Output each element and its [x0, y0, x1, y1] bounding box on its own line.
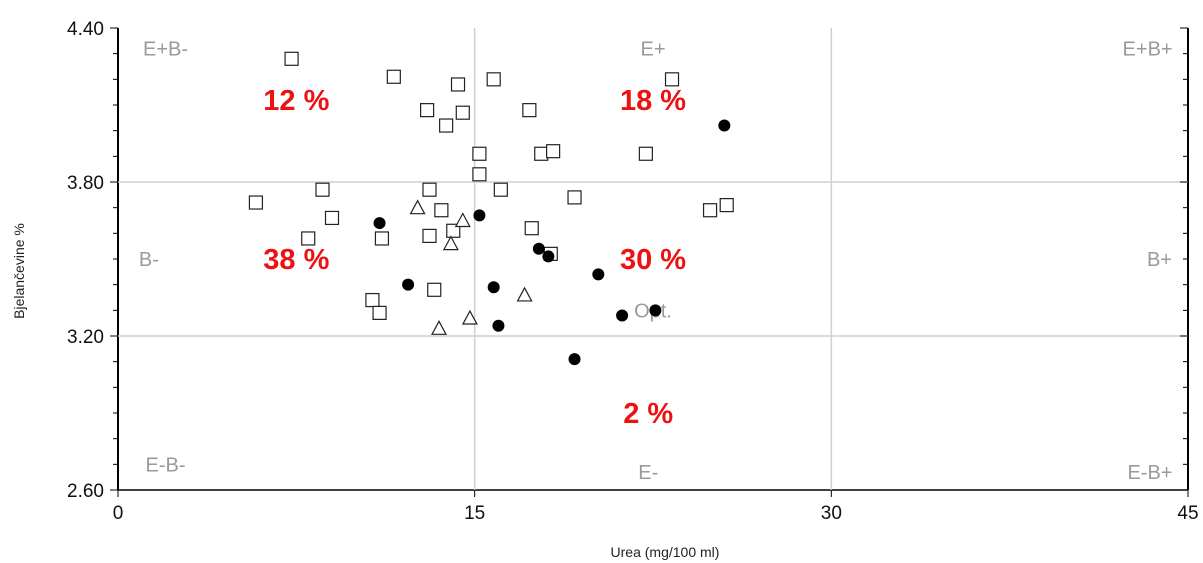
- x-tick-label: 0: [113, 503, 124, 524]
- square-point: [493, 182, 508, 197]
- filled-circle-point: [616, 309, 629, 322]
- square-point: [638, 146, 653, 161]
- square-point: [372, 305, 387, 320]
- square-point: [546, 144, 561, 159]
- filled-circle-point: [649, 304, 662, 317]
- filled-circle-point: [568, 353, 581, 366]
- x-tick-label: 45: [1177, 503, 1198, 524]
- y-tick-label: 2.60: [67, 481, 104, 502]
- square-point: [450, 77, 466, 92]
- y-axis-label: Bjelančevine %: [11, 223, 27, 319]
- filled-circle-point: [402, 278, 415, 291]
- region-label: B+: [1147, 249, 1172, 271]
- x-tick-label: 15: [464, 503, 485, 524]
- square-point: [422, 228, 437, 243]
- filled-circle-point: [532, 242, 545, 255]
- square-point: [472, 167, 487, 182]
- triangle-point: [442, 235, 459, 251]
- square-point: [301, 231, 316, 246]
- filled-circle-point: [473, 209, 486, 222]
- square-point: [446, 223, 461, 238]
- square-point: [702, 203, 718, 218]
- square-point: [522, 103, 537, 118]
- square-point: [664, 72, 680, 87]
- tick-labels: 2.60 3.20 3.80 4.40 0 15 30 45: [67, 19, 1199, 524]
- square-point: [422, 182, 437, 197]
- tick-marks: [110, 27, 1189, 497]
- region-label: E-B+: [1127, 462, 1172, 484]
- percent-label: 18 %: [620, 85, 686, 117]
- square-point: [455, 105, 470, 120]
- filled-circle-point: [492, 319, 505, 332]
- square-point: [524, 221, 539, 236]
- filled-circle-point: [718, 119, 731, 132]
- filled-circle-point: [487, 281, 500, 294]
- triangle-point: [430, 320, 448, 335]
- triangle-point: [409, 199, 426, 215]
- x-tick-label: 30: [821, 503, 842, 524]
- square-point: [386, 69, 401, 84]
- square-point: [472, 146, 487, 161]
- region-label: B-: [139, 249, 159, 271]
- square-point: [420, 103, 435, 118]
- square-point: [284, 51, 299, 66]
- square-point: [439, 118, 454, 133]
- square-point: [365, 292, 380, 308]
- square-point: [719, 198, 734, 213]
- square-point: [486, 72, 501, 87]
- data-points: [248, 51, 734, 366]
- x-axis-label: Urea (mg/100 ml): [611, 544, 720, 560]
- square-point: [427, 282, 442, 297]
- region-label: E+: [640, 39, 665, 61]
- filled-circle-point: [592, 268, 605, 281]
- square-point: [567, 190, 582, 205]
- region-label: E-B-: [146, 454, 186, 476]
- y-tick-label: 3.20: [67, 327, 104, 348]
- percent-label: 2 %: [623, 398, 673, 430]
- triangle-point: [454, 212, 471, 228]
- triangle-point: [516, 286, 533, 302]
- reference-lines: [118, 28, 1188, 490]
- region-label: E-: [638, 462, 658, 484]
- y-tick-label: 3.80: [67, 173, 104, 194]
- triangle-point: [461, 309, 478, 325]
- filled-circle-point: [373, 217, 386, 230]
- square-point: [324, 210, 340, 226]
- region-labels: E+B-E+E+B+B-B+Opt.E-B-E-E-B+: [139, 39, 1173, 484]
- percent-label: 38 %: [263, 244, 329, 276]
- percent-label: 12 %: [263, 85, 329, 117]
- square-point: [434, 203, 449, 218]
- percent-labels: 12 % 18 % 38 % 30 % 2 %: [263, 85, 686, 430]
- square-point: [315, 182, 330, 197]
- region-label: E+B-: [143, 39, 188, 61]
- square-point: [534, 146, 549, 161]
- y-tick-label: 4.40: [67, 19, 104, 40]
- region-label: E+B+: [1123, 39, 1173, 61]
- percent-label: 30 %: [620, 244, 686, 276]
- filled-circle-point: [542, 250, 555, 263]
- square-point: [248, 195, 264, 210]
- square-point: [374, 231, 390, 246]
